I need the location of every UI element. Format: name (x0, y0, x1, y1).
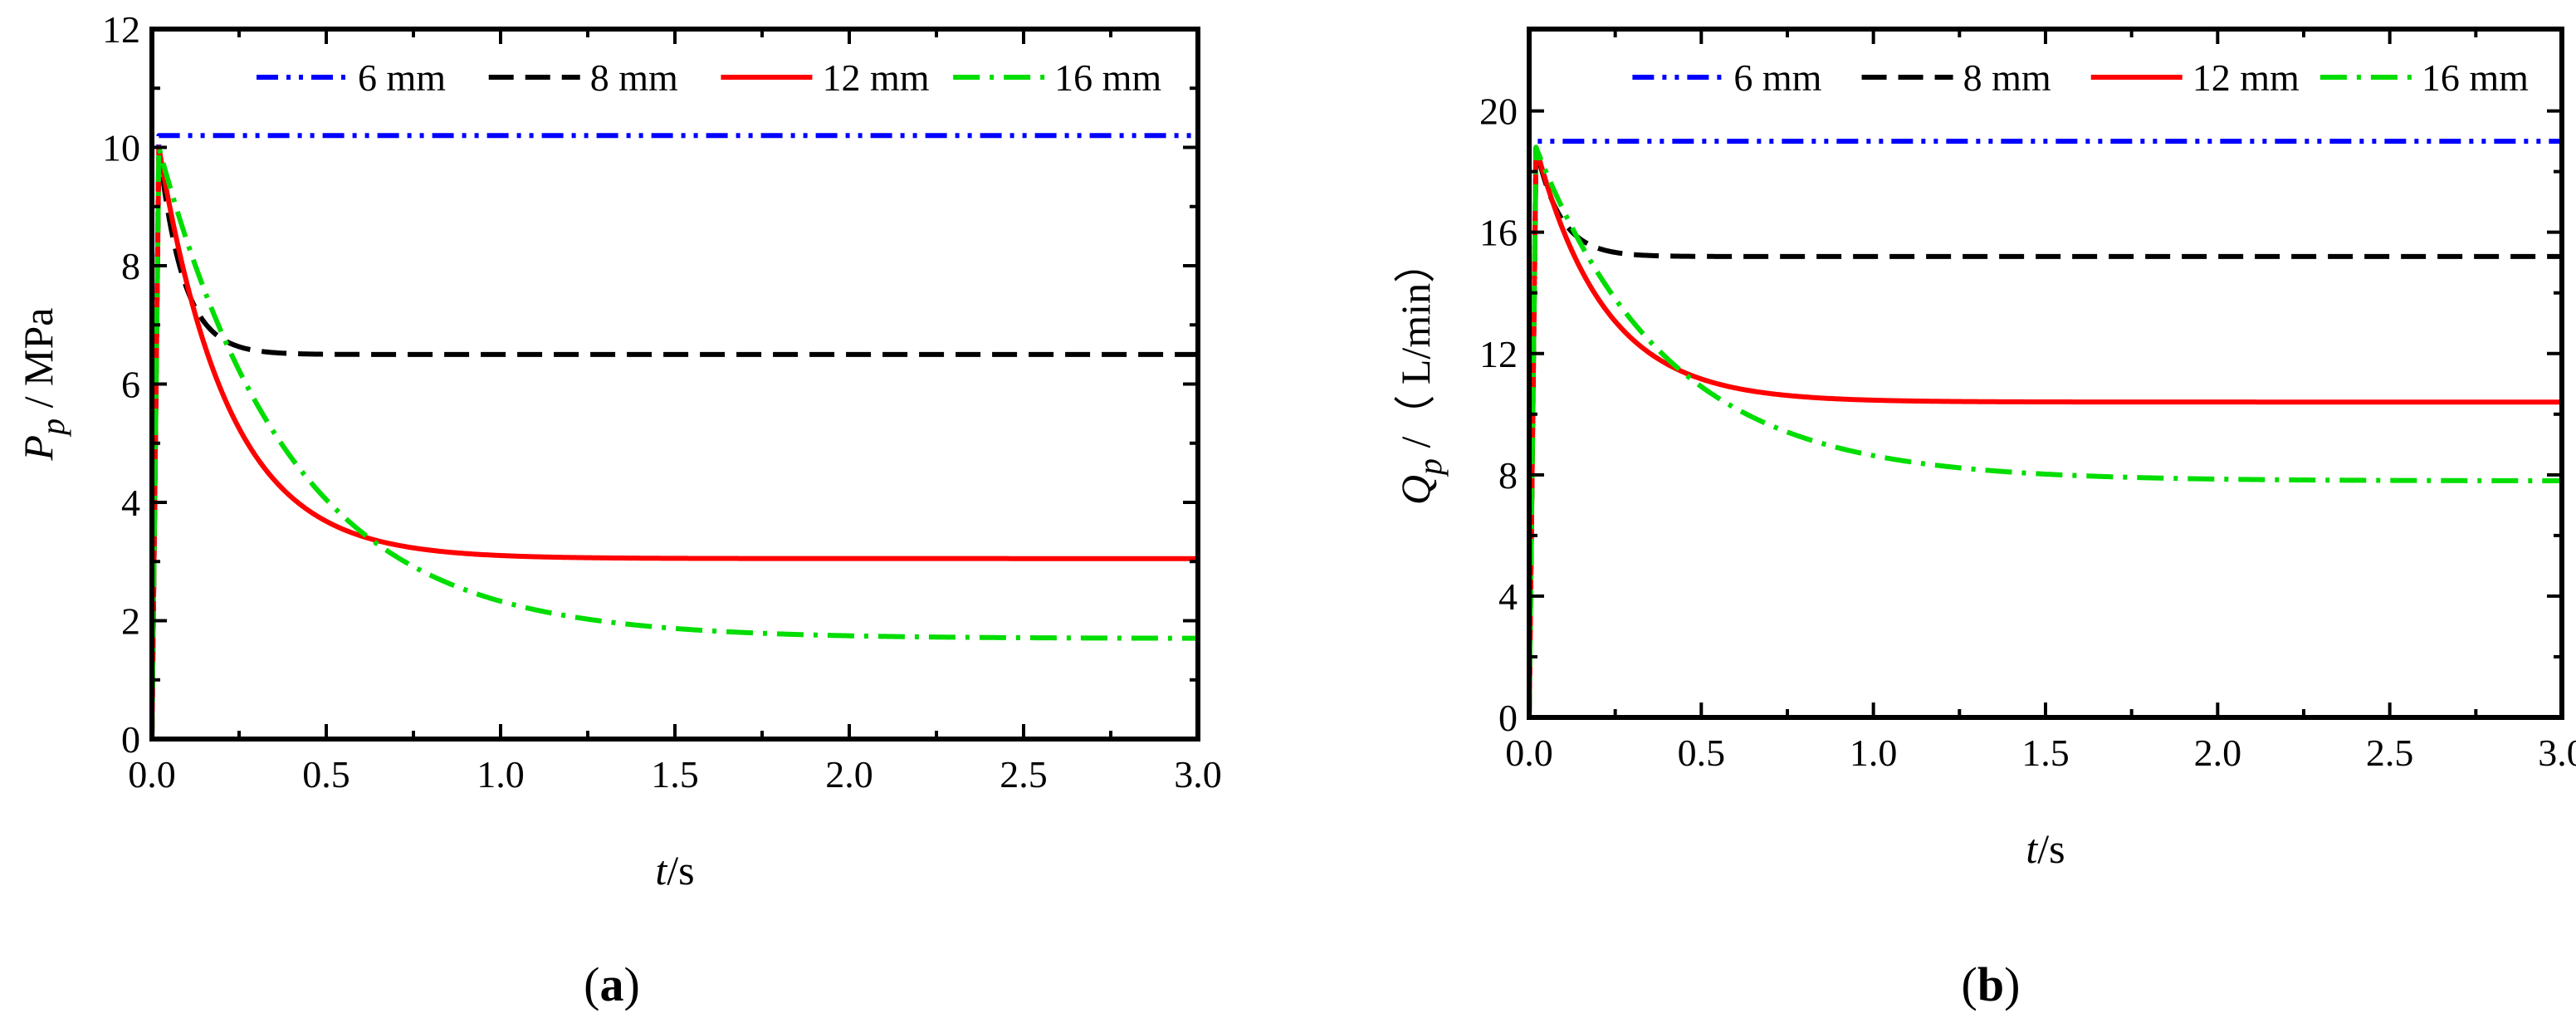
y-tick-label: 8 (1498, 454, 1518, 497)
y-axis-title-var: Q (1392, 475, 1439, 505)
y-axis-title-subscript: p (34, 419, 71, 438)
y-axis-title-var: P (15, 435, 61, 462)
y-tick-label: 10 (102, 127, 140, 169)
x-axis-title-var: t (655, 847, 667, 893)
x-tick-label: 2.5 (1000, 753, 1048, 795)
x-axis-title-unit: /s (2037, 825, 2065, 872)
y-tick-label: 20 (1479, 91, 1518, 133)
y-tick-label: 0 (121, 718, 140, 761)
legend-label: 8 mm (590, 56, 678, 99)
y-tick-label: 16 (1479, 212, 1518, 254)
y-tick-label: 6 (121, 364, 140, 406)
x-tick-label: 0.0 (1505, 732, 1553, 774)
legend-label: 6 mm (358, 56, 446, 99)
y-tick-label: 4 (1498, 575, 1518, 618)
legend: 6 mm 8 mm 12 mm 16 mm (1632, 56, 2529, 99)
legend-label: 6 mm (1733, 56, 1821, 99)
plot-area: 0.0 0.5 1.0 1.5 2.0 2.5 3.0 0 2 4 6 8 10 12 6 mm 8 mm 12… (15, 8, 1222, 1011)
panel-a: 0.0 0.5 1.0 1.5 2.0 2.5 3.0 0 2 4 6 8 10 12 6 mm 8 mm 12… (15, 8, 1222, 1011)
panel-label-letter: b (1977, 957, 2004, 1011)
series-group (152, 133, 1198, 739)
x-tick-label: 3.0 (1174, 753, 1222, 795)
y-axis-title-unit: / MPa (15, 308, 61, 419)
panel-label-letter: a (600, 957, 624, 1011)
x-tick-label: 3.0 (2538, 732, 2576, 774)
series-line-8mm (152, 144, 1198, 739)
panel-b: 0.0 0.5 1.0 1.5 2.0 2.5 3.0 0 4 8 12 16 20 6 mm 8 mm 12… (1392, 27, 2576, 1011)
x-tick-label: 1.5 (651, 753, 699, 795)
legend-label: 12 mm (822, 56, 929, 99)
x-tick-label: 2.5 (2366, 732, 2414, 774)
y-axis-title: Pp / MPa (15, 308, 71, 462)
x-tick-label: 2.0 (825, 753, 873, 795)
legend-label: 16 mm (2422, 56, 2529, 99)
x-axis-title: t/s (655, 847, 694, 893)
legend: 6 mm 8 mm 12 mm 16 mm (257, 56, 1161, 99)
x-tick-label: 0.0 (128, 753, 176, 795)
y-tick-label: 8 (121, 245, 140, 287)
x-tick-label: 0.5 (302, 753, 350, 795)
legend-label: 12 mm (2192, 56, 2300, 99)
y-axis-title: Qp /（ L/min） (1392, 242, 1449, 505)
x-tick-label: 2.0 (2194, 732, 2242, 774)
y-tick-label: 4 (121, 482, 140, 524)
x-axis-title-unit: /s (667, 847, 694, 893)
y-tick-label: 12 (102, 8, 140, 51)
y-tick-label: 0 (1498, 697, 1518, 739)
series-line-12mm (1529, 144, 2562, 717)
y-axis-title-unit: /（ L/min） (1392, 242, 1439, 458)
series-line-16mm (152, 144, 1198, 739)
x-tick-label: 0.5 (1678, 732, 1726, 774)
series-line-8mm (1529, 144, 2562, 717)
panel-label: (a) (584, 957, 640, 1011)
series-line-12mm (152, 144, 1198, 739)
legend-label: 8 mm (1963, 56, 2051, 99)
x-tick-label: 1.0 (1850, 732, 1898, 774)
legend-label: 16 mm (1054, 56, 1161, 99)
plot-area: 0.0 0.5 1.0 1.5 2.0 2.5 3.0 0 4 8 12 16 20 6 mm 8 mm 12… (1392, 27, 2576, 1011)
x-axis-title: t/s (2026, 825, 2065, 872)
x-tick-label: 1.0 (477, 753, 525, 795)
series-line-6mm (152, 133, 1198, 739)
x-tick-label: 1.5 (2021, 732, 2070, 774)
series-line-16mm (1529, 144, 2562, 717)
panel-label: (b) (1962, 957, 2021, 1011)
y-tick-label: 12 (1479, 333, 1518, 375)
series-group (1529, 139, 2562, 717)
y-axis-title-subscript: p (1411, 458, 1449, 477)
series-line-6mm (1529, 139, 2562, 717)
x-axis-title-var: t (2026, 825, 2038, 872)
y-tick-label: 2 (121, 600, 140, 643)
